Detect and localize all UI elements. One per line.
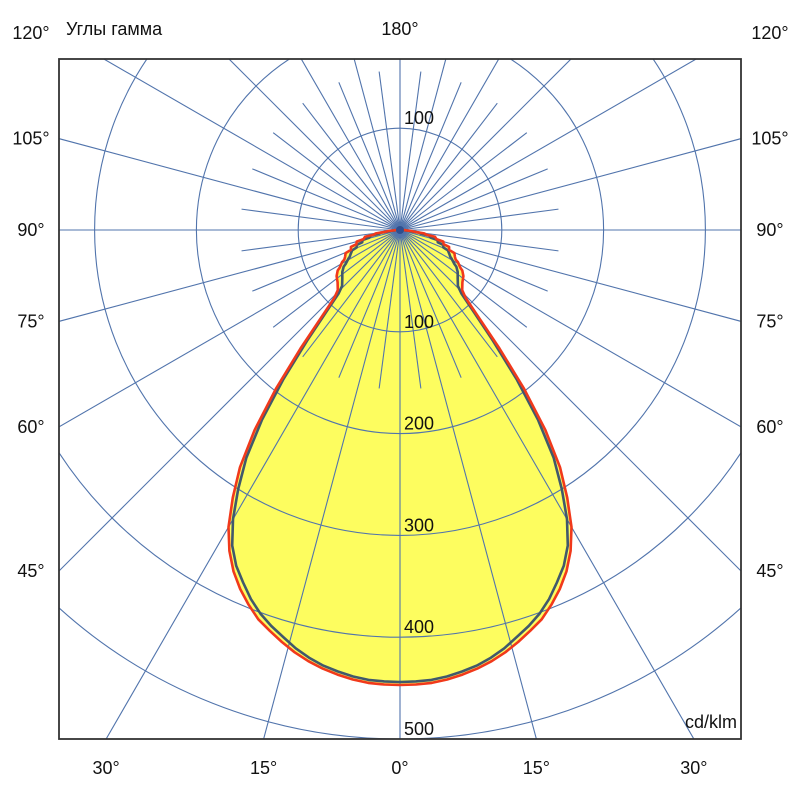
- chart-title: Углы гамма: [66, 19, 163, 39]
- unit-label: cd/klm: [685, 712, 737, 732]
- grid-ray-210: [300, 59, 401, 231]
- gamma-label-bottom-left-30: 30°: [93, 758, 120, 778]
- radius-tick-500: 500: [404, 719, 434, 739]
- grid-inner-ray-352.5: [378, 229, 401, 389]
- grid-inner-ray-337.5: [338, 229, 401, 378]
- gamma-label-right-45: 45°: [756, 561, 783, 581]
- grid-ray-150: [399, 59, 500, 231]
- gamma-label-right-105: 105°: [751, 129, 788, 149]
- gamma-label-bottom-left-15: 15°: [250, 758, 277, 778]
- gamma-label-left-90: 90°: [17, 220, 44, 240]
- grid-inner-ray-7.5: [399, 229, 422, 389]
- grid-inner-ray-22.5: [399, 229, 462, 378]
- grid-inner-ray-247.5: [252, 168, 401, 231]
- gamma-label-bottom-right-30: 30°: [680, 758, 707, 778]
- radius-tick-400: 400: [404, 617, 434, 637]
- grid-ray-75: [399, 229, 741, 322]
- grid-ray-165: [399, 59, 447, 231]
- plot-border: [58, 58, 742, 740]
- radius-tick-300: 300: [404, 515, 434, 535]
- intensity-curve-outer: [227, 228, 573, 687]
- radius-tick-top-100: 100: [404, 108, 434, 128]
- grid-ray-120: [399, 59, 698, 231]
- grid-ray-105: [399, 138, 741, 231]
- grid-inner-ray-157.5: [399, 82, 462, 231]
- grid-inner-ray-322.5: [302, 229, 401, 358]
- grid-inner-ray-172.5: [399, 71, 422, 231]
- gamma-label-left-120: 120°: [12, 23, 49, 43]
- grid-ray-15: [399, 229, 537, 739]
- grid-inner-ray-112.5: [399, 168, 548, 231]
- grid-inner-ray-292.5: [252, 229, 401, 292]
- grid-ray-60: [399, 229, 741, 428]
- grid-ray-315: [59, 229, 401, 572]
- grid-inner-ray-262.5: [241, 208, 401, 231]
- top-axis-label-180: 180°: [381, 19, 418, 39]
- gamma-label-left-60: 60°: [17, 417, 44, 437]
- gamma-label-left-75: 75°: [17, 311, 44, 331]
- gamma-label-right-90: 90°: [756, 220, 783, 240]
- grid-inner-ray-202.5: [338, 82, 401, 231]
- grid-inner-ray-127.5: [399, 132, 528, 231]
- grid-ray-45: [399, 229, 741, 572]
- grid-ray-300: [59, 229, 401, 428]
- grid-inner-ray-232.5: [272, 132, 401, 231]
- grid-ray-135: [399, 59, 572, 231]
- grid-ray-255: [59, 138, 401, 231]
- grid-inner-ray-217.5: [302, 102, 401, 231]
- grid-inner-ray-67.5: [399, 229, 548, 292]
- grid-ray-225: [228, 59, 401, 231]
- radius-tick-100: 100: [404, 312, 434, 332]
- polar-origin-knot: [396, 226, 404, 234]
- gamma-label-left-105: 105°: [12, 129, 49, 149]
- gamma-label-right-120: 120°: [751, 23, 788, 43]
- gamma-label-bottom-center-0: 0°: [391, 758, 408, 778]
- grid-ray-195: [353, 59, 401, 231]
- grid-inner-ray-97.5: [399, 208, 559, 231]
- grid-inner-ray-142.5: [399, 102, 498, 231]
- gamma-label-bottom-right-15: 15°: [523, 758, 550, 778]
- gamma-label-right-60: 60°: [756, 417, 783, 437]
- grid-inner-ray-187.5: [378, 71, 401, 231]
- grid-ray-330: [105, 229, 401, 739]
- grid-ray-285: [59, 229, 401, 322]
- gamma-label-right-75: 75°: [756, 311, 783, 331]
- radius-tick-200: 200: [404, 414, 434, 434]
- gamma-label-left-45: 45°: [17, 561, 44, 581]
- grid-ray-30: [399, 229, 695, 739]
- intensity-curve-inner: [230, 228, 570, 684]
- grid-ray-240: [102, 59, 401, 231]
- grid-ray-345: [263, 229, 401, 739]
- grid-inner-ray-37.5: [399, 229, 498, 358]
